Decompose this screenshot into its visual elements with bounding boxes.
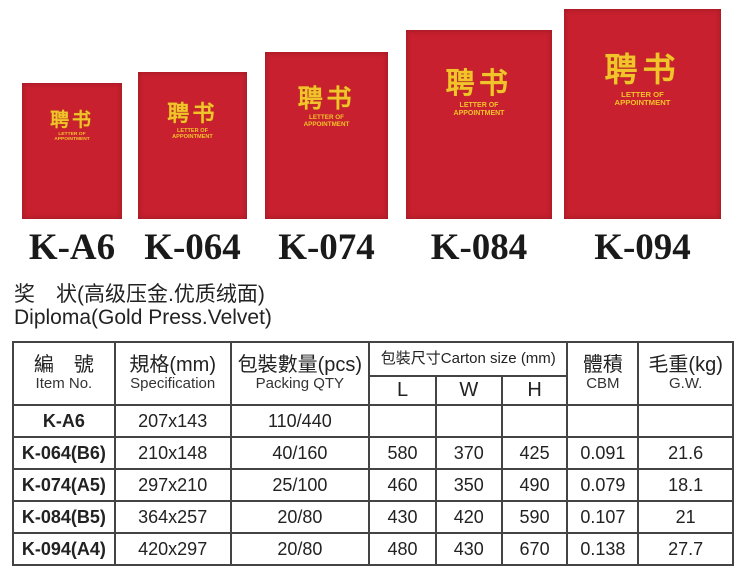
- spec-table: 編 號 Item No. 規格(mm) Specification 包裝數量(pcs…: [12, 341, 734, 566]
- cell-W: 350: [434, 468, 503, 502]
- model-label: K-094: [594, 227, 691, 268]
- cell-L: 580: [368, 436, 437, 470]
- header-gw: 毛重(kg) G.W.: [637, 341, 734, 406]
- cover-title-en: LETTER OF APPOINTMENT: [172, 128, 213, 141]
- diploma-cover: 聘书 LETTER OF APPOINTMENT: [265, 52, 388, 219]
- cover-title-cn: 聘书: [50, 109, 94, 131]
- cell-qty: 40/160: [229, 436, 371, 470]
- cell-qty: 25/100: [229, 468, 371, 502]
- header-spec: 規格(mm) Specification: [113, 341, 232, 406]
- model-label: K-A6: [28, 227, 116, 268]
- heading-en: Diploma(Gold Press.Velvet): [14, 306, 272, 329]
- model-label: K-074: [278, 227, 375, 268]
- header-packing: 包裝數量(pcs) Packing QTY: [229, 341, 371, 406]
- cell-item: K-A6: [12, 404, 116, 438]
- cell-L: [368, 404, 437, 438]
- cell-L: 430: [368, 500, 437, 534]
- header-cbm: 體積 CBM: [566, 341, 640, 406]
- cell-W: 430: [434, 532, 503, 566]
- cell-qty: 20/80: [229, 500, 371, 534]
- header-l: L: [368, 375, 437, 406]
- cell-spec: 364x257: [113, 500, 232, 534]
- cell-spec: 210x148: [113, 436, 232, 470]
- cell-spec: 207x143: [113, 404, 232, 438]
- cell-cbm: 0.138: [566, 532, 640, 566]
- cell-W: 420: [434, 500, 503, 534]
- model-label: K-064: [144, 227, 241, 268]
- table-row: K-094(A4) 420x297 20/80 480 430 670 0.138 27.7: [12, 532, 734, 566]
- cell-W: [434, 404, 503, 438]
- cover-title-en: LETTER OF APPOINTMENT: [54, 132, 90, 143]
- cell-spec: 420x297: [113, 532, 232, 566]
- cell-item: K-094(A4): [12, 532, 116, 566]
- table-row: K-074(A5) 297x210 25/100 460 350 490 0.079 18.1: [12, 468, 734, 502]
- cell-gw: 21.6: [637, 436, 734, 470]
- heading-cn: 奖 状(高级压金.优质绒面): [14, 283, 265, 306]
- cell-H: 590: [500, 500, 569, 534]
- cell-H: 490: [500, 468, 569, 502]
- cell-cbm: 0.091: [566, 436, 640, 470]
- cell-W: 370: [434, 436, 503, 470]
- diploma-cover: 聘书 LETTER OF APPOINTMENT: [22, 83, 122, 219]
- cell-spec: 297x210: [113, 468, 232, 502]
- cell-item: K-064(B6): [12, 436, 116, 470]
- cover-title-cn: 聘书: [604, 50, 681, 89]
- cover-title-en: LETTER OF APPOINTMENT: [303, 114, 350, 128]
- cell-qty: 110/440: [229, 404, 371, 438]
- diploma-cover: 聘书 LETTER OF APPOINTMENT: [406, 30, 552, 219]
- header-w: W: [434, 375, 503, 406]
- cell-qty: 20/80: [229, 532, 371, 566]
- model-label: K-084: [430, 227, 528, 268]
- header-h: H: [500, 375, 569, 406]
- cell-cbm: 0.107: [566, 500, 640, 534]
- cover-title-cn: 聘书: [445, 66, 513, 100]
- cell-L: 460: [368, 468, 437, 502]
- cell-H: [500, 404, 569, 438]
- cell-L: 480: [368, 532, 437, 566]
- cell-H: 670: [500, 532, 569, 566]
- cover-title-en: LETTER OF APPOINTMENT: [614, 90, 671, 108]
- table-row: K-084(B5) 364x257 20/80 430 420 590 0.107 21: [12, 500, 734, 534]
- table-row: K-A6 207x143 110/440: [12, 404, 734, 438]
- diploma-cover: 聘书 LETTER OF APPOINTMENT: [564, 9, 721, 219]
- cell-gw: 27.7: [637, 532, 734, 566]
- table-row: K-064(B6) 210x148 40/160 580 370 425 0.091 21.6: [12, 436, 734, 470]
- cell-gw: [637, 404, 734, 438]
- cover-title-cn: 聘书: [297, 84, 356, 113]
- cover-title-cn: 聘书: [167, 101, 218, 127]
- header-carton: 包裝尺寸Carton size (mm): [368, 341, 569, 377]
- cell-cbm: [566, 404, 640, 438]
- cell-H: 425: [500, 436, 569, 470]
- cell-item: K-074(A5): [12, 468, 116, 502]
- cell-gw: 18.1: [637, 468, 734, 502]
- cell-cbm: 0.079: [566, 468, 640, 502]
- cell-gw: 21: [637, 500, 734, 534]
- cover-title-en: LETTER OF APPOINTMENT: [453, 102, 505, 117]
- cell-item: K-084(B5): [12, 500, 116, 534]
- diploma-cover: 聘书 LETTER OF APPOINTMENT: [138, 72, 247, 219]
- header-item: 編 號 Item No.: [12, 341, 116, 406]
